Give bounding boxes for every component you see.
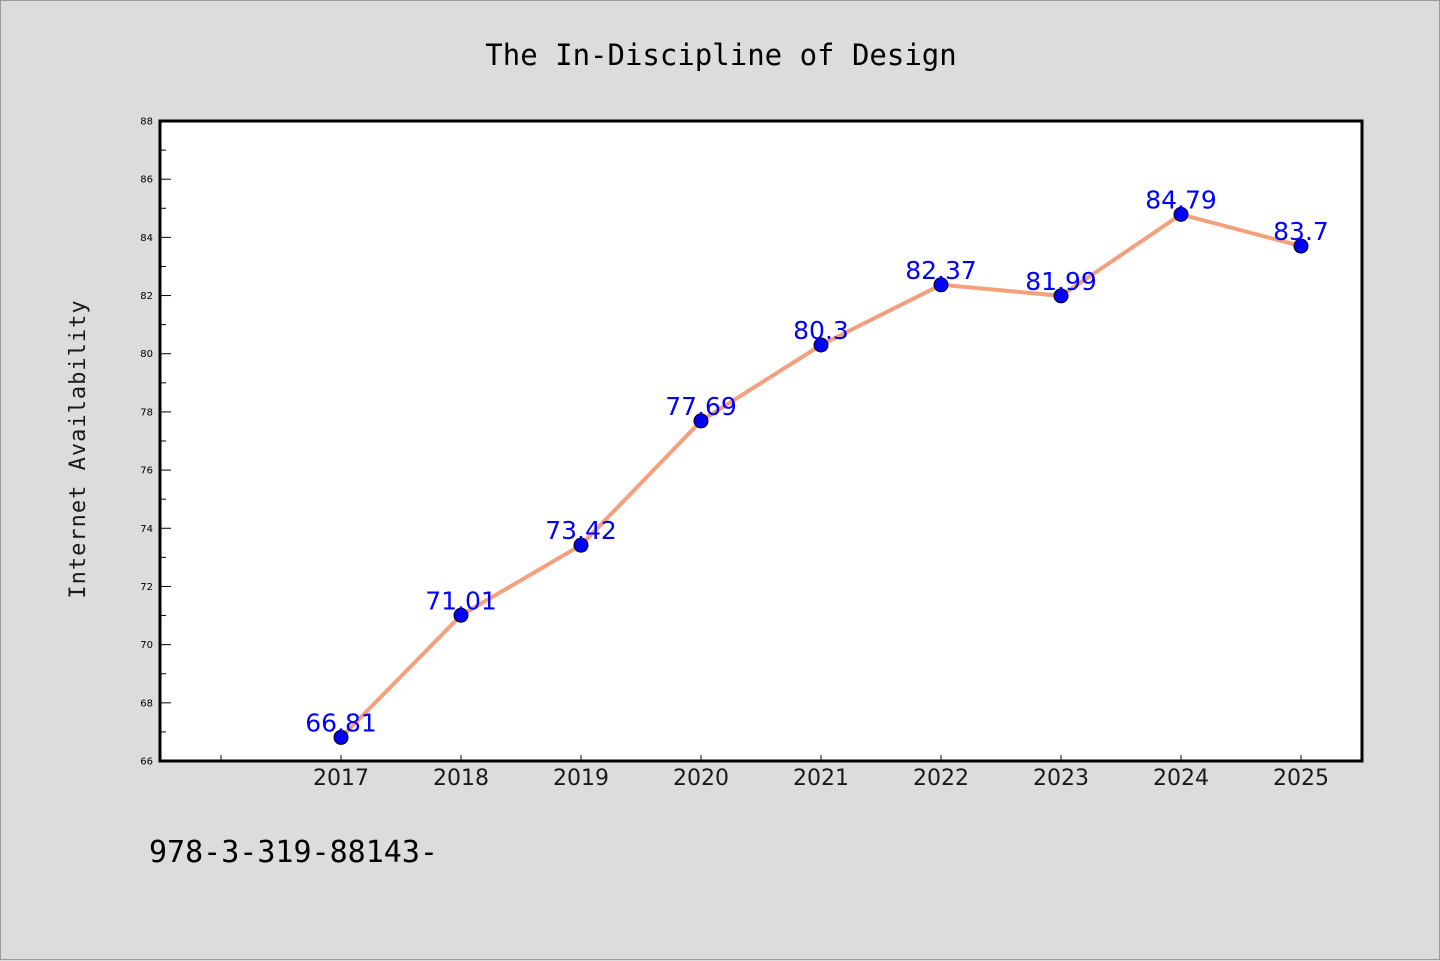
x-tick-label: 2024 <box>1153 766 1209 791</box>
data-point <box>1293 238 1309 254</box>
data-labels: 66.81 71.01 73.42 77.69 80.3 82.37 81.99 84.79 8… <box>305 185 1329 737</box>
data-label: 81.99 <box>1025 267 1097 296</box>
data-label: 83.7 <box>1273 217 1329 246</box>
x-tick-label: 2018 <box>433 766 489 791</box>
data-label: 73.42 <box>545 516 617 545</box>
x-tick-label: 2017 <box>313 766 369 791</box>
data-label: 84.79 <box>1145 185 1217 214</box>
data-point <box>1053 288 1069 304</box>
data-point <box>573 537 589 553</box>
y-tick-label: 66 <box>140 757 153 768</box>
data-point <box>453 607 469 623</box>
data-point <box>933 277 949 293</box>
y-tick-label: 80 <box>140 349 153 360</box>
data-label: 66.81 <box>305 708 377 737</box>
y-axis-label: Internet Availability <box>66 299 91 598</box>
y-tick-label: 86 <box>140 175 153 186</box>
y-axis-ticks: 66 68 70 72 74 76 78 80 82 84 86 88 <box>140 117 171 768</box>
data-label: 71.01 <box>425 586 497 615</box>
data-point <box>693 413 709 429</box>
y-tick-label: 84 <box>140 233 153 244</box>
data-point <box>813 337 829 353</box>
x-tick-label: 2021 <box>793 766 849 791</box>
footnote-text: 978-3-319-88143- <box>149 835 438 870</box>
x-tick-label: 2023 <box>1033 766 1089 791</box>
x-tick-label: 2019 <box>553 766 609 791</box>
x-tick-label: 2020 <box>673 766 729 791</box>
x-tick-label: 2025 <box>1273 766 1329 791</box>
y-tick-label: 74 <box>140 524 153 535</box>
y-tick-label: 78 <box>140 407 153 418</box>
data-label: 77.69 <box>665 392 737 421</box>
y-tick-label: 68 <box>140 698 153 709</box>
data-label: 80.3 <box>793 316 849 345</box>
chart-title: The In-Discipline of Design <box>485 38 956 72</box>
x-tick-label: 2022 <box>913 766 969 791</box>
y-tick-label: 72 <box>140 582 153 593</box>
y-tick-label: 82 <box>140 291 153 302</box>
y-tick-label: 70 <box>140 640 153 651</box>
x-axis-ticks: 2017 2018 2019 2020 2021 2022 2023 2024 2025 <box>220 755 1329 791</box>
data-label: 82.37 <box>905 256 977 285</box>
data-point <box>333 729 349 745</box>
y-tick-label: 76 <box>140 466 153 477</box>
series-layer <box>333 206 1309 745</box>
y-tick-label: 88 <box>140 117 153 128</box>
data-point <box>1173 206 1189 222</box>
